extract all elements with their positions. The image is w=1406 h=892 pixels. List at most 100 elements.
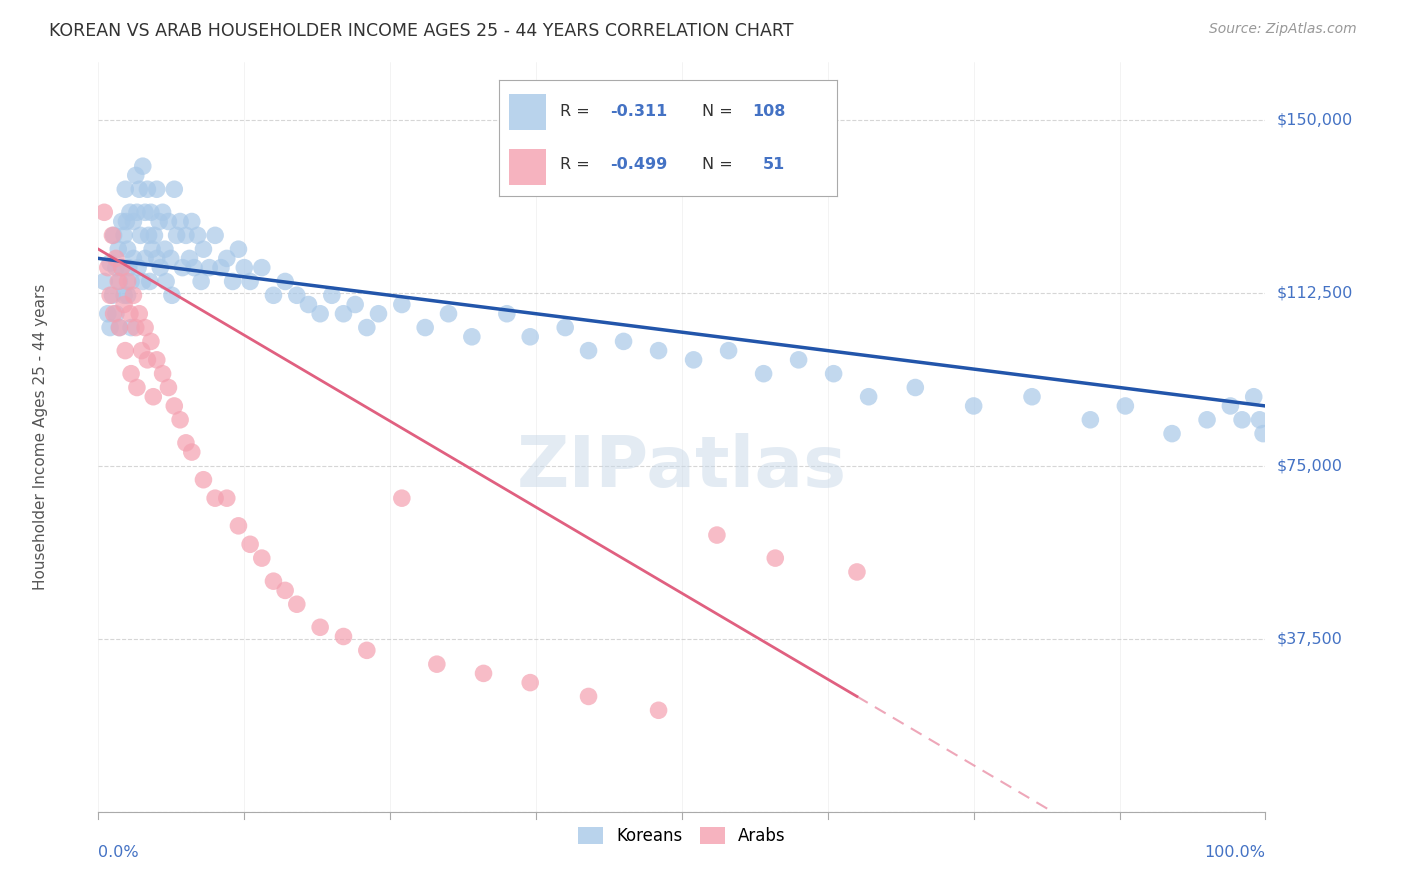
Point — [367, 307, 389, 321]
Point — [120, 367, 142, 381]
Point — [682, 352, 704, 367]
Text: Householder Income Ages 25 - 44 years: Householder Income Ages 25 - 44 years — [32, 284, 48, 591]
Point — [132, 275, 155, 289]
Point — [152, 205, 174, 219]
Point — [169, 413, 191, 427]
Point — [134, 320, 156, 334]
Point — [1195, 413, 1218, 427]
FancyBboxPatch shape — [509, 95, 547, 130]
Point — [461, 330, 484, 344]
Point — [153, 242, 176, 256]
Point — [215, 252, 238, 266]
Point — [1021, 390, 1043, 404]
Point — [107, 242, 129, 256]
Text: N =: N = — [702, 157, 733, 172]
Point — [179, 252, 201, 266]
Point — [190, 275, 212, 289]
Point — [204, 228, 226, 243]
Text: 100.0%: 100.0% — [1205, 846, 1265, 861]
Point — [114, 182, 136, 196]
Point — [104, 307, 127, 321]
Text: R =: R = — [560, 157, 589, 172]
Point — [297, 297, 319, 311]
Point — [157, 214, 180, 228]
Point — [172, 260, 194, 275]
Point — [138, 228, 160, 243]
Point — [437, 307, 460, 321]
Point — [180, 445, 202, 459]
Point — [239, 537, 262, 551]
Point — [1114, 399, 1136, 413]
Point — [274, 583, 297, 598]
Point — [104, 252, 127, 266]
Point — [183, 260, 205, 275]
Point — [125, 169, 148, 183]
Point — [112, 288, 135, 302]
Point — [104, 260, 127, 275]
Point — [426, 657, 449, 672]
Point — [233, 260, 256, 275]
Point — [1161, 426, 1184, 441]
Point — [180, 214, 202, 228]
Point — [262, 574, 284, 589]
Point — [706, 528, 728, 542]
Point — [1251, 426, 1274, 441]
Point — [134, 205, 156, 219]
Text: $37,500: $37,500 — [1277, 632, 1343, 647]
Text: $112,500: $112,500 — [1277, 285, 1353, 301]
Point — [132, 159, 155, 173]
Point — [1219, 399, 1241, 413]
Point — [117, 275, 139, 289]
Point — [103, 307, 125, 321]
Point — [166, 228, 188, 243]
Point — [98, 256, 121, 270]
Text: $75,000: $75,000 — [1277, 458, 1343, 474]
Point — [155, 275, 177, 289]
Point — [118, 307, 141, 321]
Point — [332, 307, 354, 321]
Point — [262, 288, 284, 302]
Point — [134, 252, 156, 266]
Point — [107, 275, 129, 289]
Point — [112, 228, 135, 243]
Point — [139, 334, 162, 349]
Text: $150,000: $150,000 — [1277, 112, 1353, 128]
Point — [125, 205, 148, 219]
Point — [198, 260, 221, 275]
Point — [1080, 413, 1102, 427]
Point — [120, 320, 142, 334]
Point — [285, 597, 308, 611]
Point — [204, 491, 226, 505]
Point — [157, 380, 180, 394]
Point — [823, 367, 845, 381]
Text: -0.311: -0.311 — [610, 104, 668, 120]
Point — [519, 330, 541, 344]
Text: KOREAN VS ARAB HOUSEHOLDER INCOME AGES 25 - 44 YEARS CORRELATION CHART: KOREAN VS ARAB HOUSEHOLDER INCOME AGES 2… — [49, 22, 794, 40]
Point — [131, 343, 153, 358]
Point — [193, 473, 215, 487]
Point — [193, 242, 215, 256]
Text: 51: 51 — [762, 157, 785, 172]
Text: Source: ZipAtlas.com: Source: ZipAtlas.com — [1209, 22, 1357, 37]
Point — [127, 260, 149, 275]
Point — [250, 260, 273, 275]
Point — [174, 435, 197, 450]
Point — [309, 620, 332, 634]
Point — [858, 390, 880, 404]
Point — [122, 214, 145, 228]
Point — [97, 307, 120, 321]
Point — [332, 630, 354, 644]
Point — [117, 288, 139, 302]
Point — [209, 260, 232, 275]
Point — [250, 551, 273, 566]
Point — [122, 288, 145, 302]
Point — [228, 242, 250, 256]
Point — [962, 399, 984, 413]
Point — [128, 182, 150, 196]
Point — [239, 275, 262, 289]
Point — [344, 297, 367, 311]
Text: -0.499: -0.499 — [610, 157, 668, 172]
Point — [146, 252, 169, 266]
Point — [159, 252, 181, 266]
FancyBboxPatch shape — [509, 149, 547, 185]
